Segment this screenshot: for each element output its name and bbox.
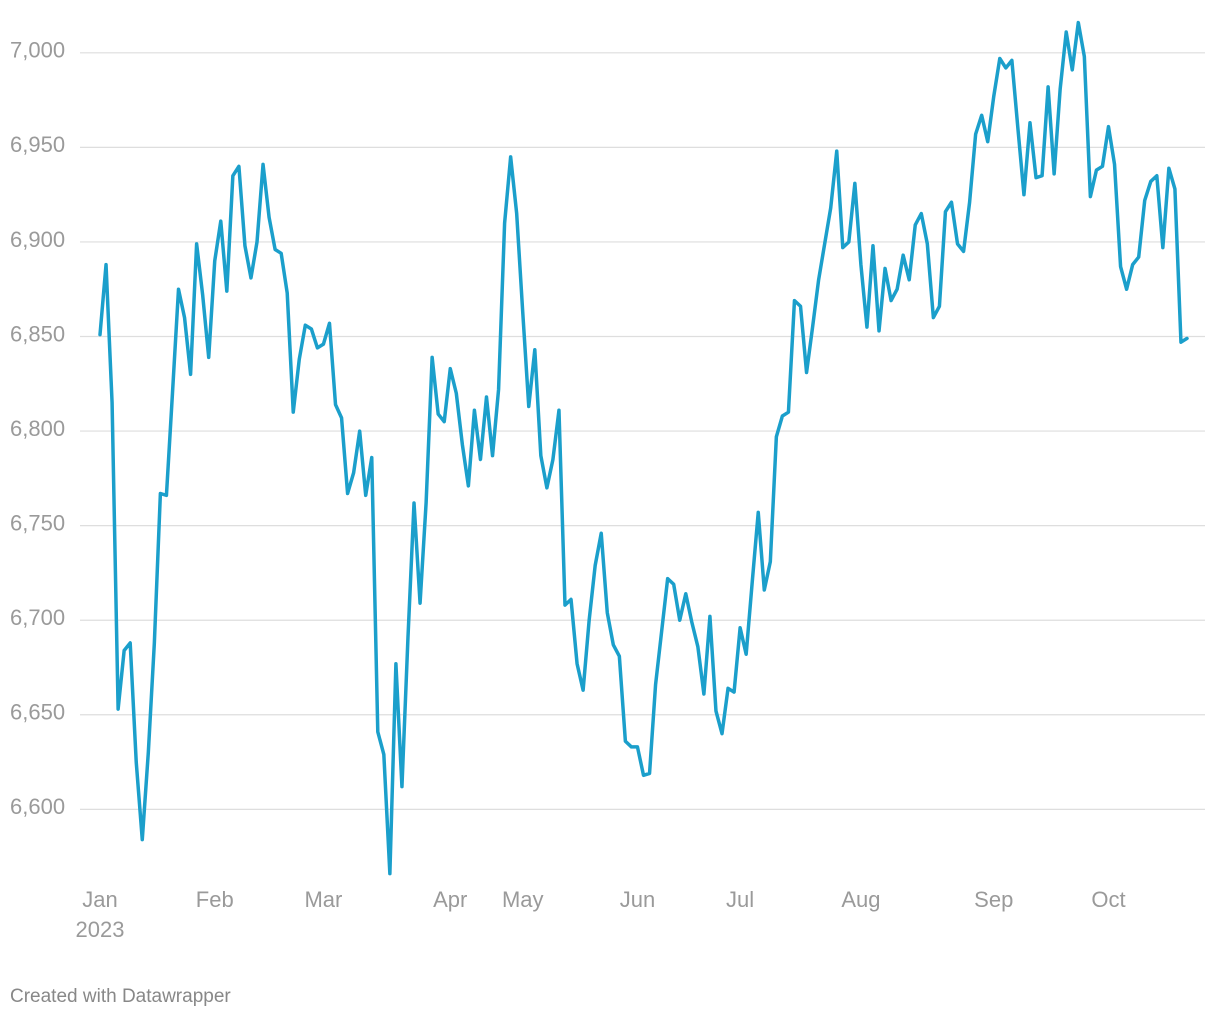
x-tick-label: Jun [620,887,655,912]
y-tick-label: 6,750 [10,510,65,535]
y-tick-label: 6,700 [10,605,65,630]
x-tick-label: Jan [82,887,117,912]
y-tick-label: 6,600 [10,794,65,819]
y-tick-label: 6,900 [10,227,65,252]
x-tick-label: Oct [1091,887,1125,912]
x-tick-label: May [502,887,544,912]
x-tick-label: Sep [974,887,1013,912]
line-series [98,20,1189,876]
x-year-label: 2023 [76,917,125,942]
x-tick-label: Aug [841,887,880,912]
x-tick-label: Mar [304,887,342,912]
x-tick-label: Jul [726,887,754,912]
y-tick-label: 7,000 [10,38,65,63]
y-tick-label: 6,850 [10,321,65,346]
y-tick-label: 6,650 [10,700,65,725]
y-tick-label: 6,950 [10,132,65,157]
y-tick-label: 6,800 [10,416,65,441]
credit: Created with Datawrapper [10,986,231,1007]
x-tick-label: Apr [433,887,467,912]
x-tick-label: Feb [196,887,234,912]
